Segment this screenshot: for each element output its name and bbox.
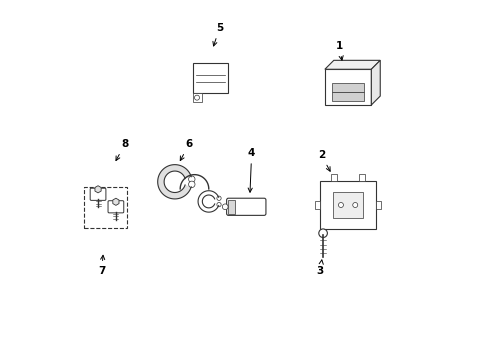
Circle shape	[338, 203, 343, 207]
Text: 4: 4	[247, 148, 255, 192]
Circle shape	[217, 196, 221, 201]
Bar	[331, 175, 336, 181]
Bar	[228, 200, 234, 213]
Bar	[320, 181, 375, 229]
Text: 6: 6	[180, 139, 192, 161]
Circle shape	[188, 181, 195, 188]
FancyBboxPatch shape	[226, 198, 265, 215]
Polygon shape	[113, 198, 119, 205]
Bar	[192, 63, 228, 93]
Circle shape	[222, 204, 227, 210]
Bar	[314, 202, 320, 208]
Circle shape	[352, 203, 357, 207]
Circle shape	[318, 229, 326, 238]
Circle shape	[217, 202, 221, 207]
Bar	[358, 175, 364, 181]
Bar	[192, 93, 201, 102]
Text: 2: 2	[317, 150, 329, 171]
Polygon shape	[158, 165, 191, 199]
Text: 5: 5	[212, 23, 223, 46]
FancyBboxPatch shape	[108, 201, 123, 213]
Text: 3: 3	[316, 260, 323, 276]
Polygon shape	[95, 186, 101, 193]
Polygon shape	[324, 60, 380, 69]
Text: 8: 8	[116, 139, 128, 161]
Bar	[331, 93, 364, 102]
Text: 1: 1	[335, 41, 343, 60]
Bar	[375, 202, 380, 208]
Text: 7: 7	[98, 255, 105, 276]
Bar	[83, 187, 126, 228]
Bar	[332, 192, 363, 218]
Polygon shape	[370, 60, 380, 105]
Bar	[324, 69, 370, 105]
Circle shape	[188, 176, 195, 183]
FancyBboxPatch shape	[90, 188, 106, 201]
Circle shape	[194, 95, 199, 100]
Bar	[331, 83, 364, 91]
